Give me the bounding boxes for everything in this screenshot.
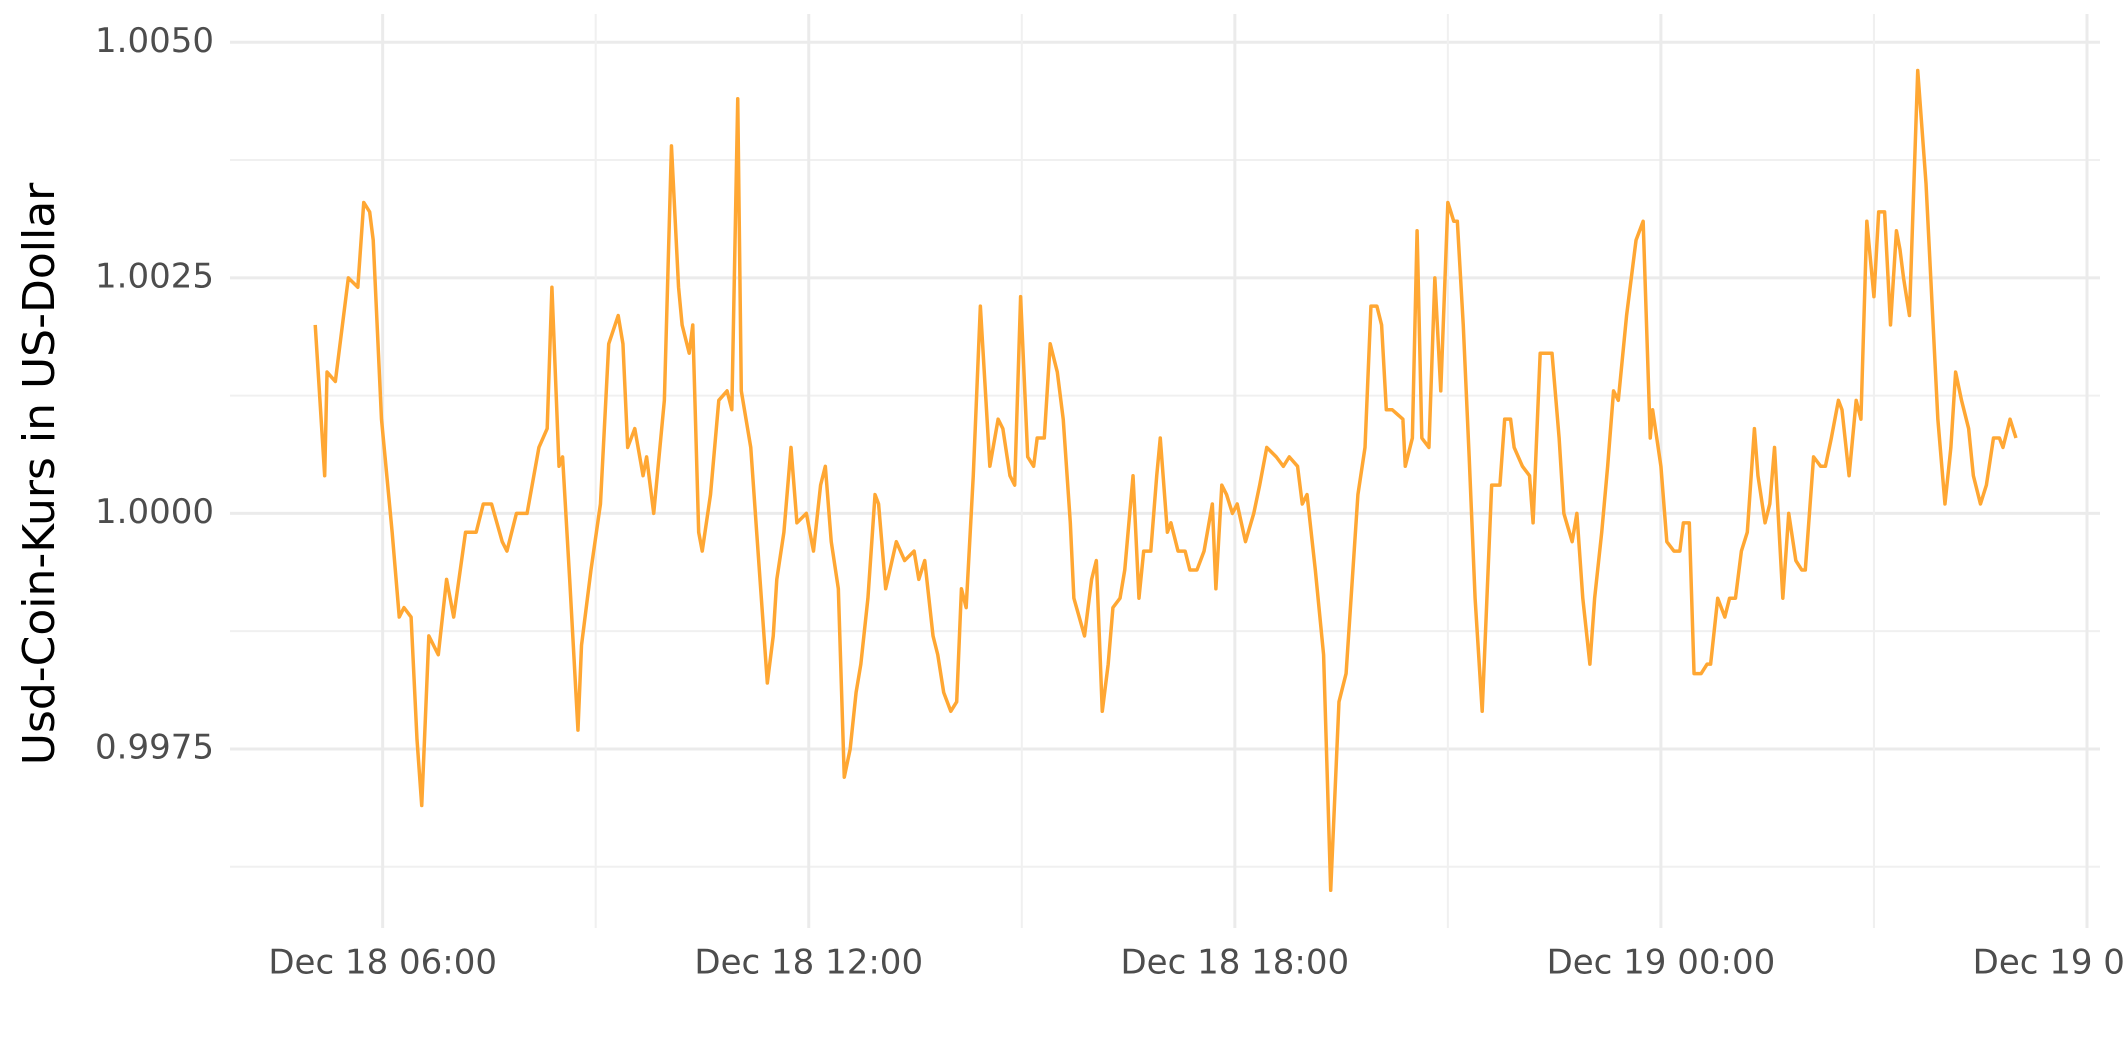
x-tick-label: Dec 19 06:00 <box>1973 943 2125 983</box>
x-tick-label: Dec 19 00:00 <box>1547 943 1776 983</box>
plot-area <box>313 68 2018 893</box>
y-tick-label: 0.9975 <box>95 727 214 767</box>
x-tick-label: Dec 18 18:00 <box>1121 943 1350 983</box>
x-tick-label: Dec 18 12:00 <box>694 943 923 983</box>
y-axis-title: Usd-Coin-Kurs in US-Dollar <box>14 182 65 765</box>
y-tick-label: 1.0025 <box>95 256 214 296</box>
y-tick-label: 1.0050 <box>95 21 214 61</box>
x-tick-label: Dec 18 06:00 <box>268 943 497 983</box>
grid <box>230 14 2100 928</box>
price-line <box>313 68 2018 893</box>
y-tick-label: 1.0000 <box>95 492 214 532</box>
